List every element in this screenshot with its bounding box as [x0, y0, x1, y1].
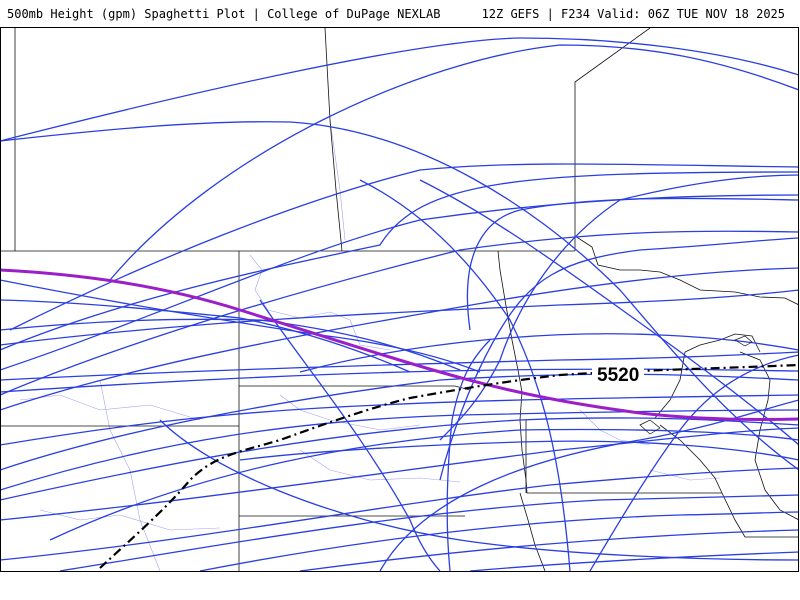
member-contour — [9, 163, 799, 331]
member-contour — [0, 368, 799, 393]
county-line — [19, 394, 201, 421]
county-line — [329, 119, 346, 241]
member-contour — [0, 230, 799, 396]
member-contour — [259, 299, 441, 571]
border-line — [519, 492, 546, 571]
member-contour — [299, 333, 799, 373]
member-contour — [0, 417, 799, 501]
member-contour — [0, 394, 799, 446]
member-contour — [59, 494, 799, 571]
border-line — [574, 235, 799, 306]
county-line — [99, 379, 161, 571]
border-line — [721, 492, 799, 538]
member-contour — [0, 171, 799, 351]
ensemble-members — [0, 37, 799, 571]
lake-outline — [734, 335, 753, 347]
model-run-valid-time: 12Z GEFS | F234 Valid: 06Z TUE NOV 18 20… — [481, 7, 785, 21]
member-contour — [0, 351, 799, 381]
county-line — [39, 509, 221, 531]
member-contour — [0, 373, 799, 471]
border-line — [574, 28, 651, 251]
member-contour — [439, 237, 799, 481]
member-contour — [0, 467, 799, 561]
member-contour — [299, 529, 799, 571]
member-contour — [419, 179, 799, 446]
member-contour — [469, 551, 799, 571]
member-contour — [239, 440, 799, 461]
member-contour — [446, 339, 491, 571]
border-line — [324, 28, 343, 252]
border-line — [684, 333, 761, 353]
lake-outline — [639, 419, 661, 435]
lake-markings — [639, 335, 753, 435]
plot-title: 500mb Height (gpm) Spaghetti Plot | Coll… — [7, 7, 441, 21]
border-line — [519, 391, 722, 494]
county-line — [299, 449, 461, 483]
contour-label-background — [592, 362, 644, 384]
member-contour — [0, 409, 799, 491]
member-contour — [0, 427, 799, 521]
border-line — [654, 351, 686, 419]
member-contour — [0, 37, 799, 142]
threshold-contour-5520 — [99, 363, 799, 569]
county-line — [649, 469, 721, 481]
member-contour — [0, 299, 411, 373]
member-contour — [49, 428, 799, 541]
county-line — [279, 394, 421, 431]
member-contour — [0, 267, 799, 411]
member-contour — [199, 511, 799, 571]
member-contour — [0, 279, 481, 373]
member-contour — [379, 399, 799, 571]
border-line — [659, 424, 723, 494]
member-contour — [109, 44, 799, 281]
county-borders — [19, 119, 721, 571]
member-contour — [589, 354, 799, 571]
state-borders — [0, 28, 799, 571]
member-contour — [159, 419, 799, 561]
member-contour — [359, 179, 571, 571]
ensemble-mean-contour — [0, 268, 799, 421]
member-contour — [0, 318, 461, 371]
border-line — [239, 385, 471, 391]
border-line — [497, 250, 523, 393]
member-contour — [439, 174, 799, 441]
contour-label-5520: 5520 — [597, 365, 639, 386]
member-contour — [0, 289, 799, 346]
member-contour — [466, 197, 799, 331]
